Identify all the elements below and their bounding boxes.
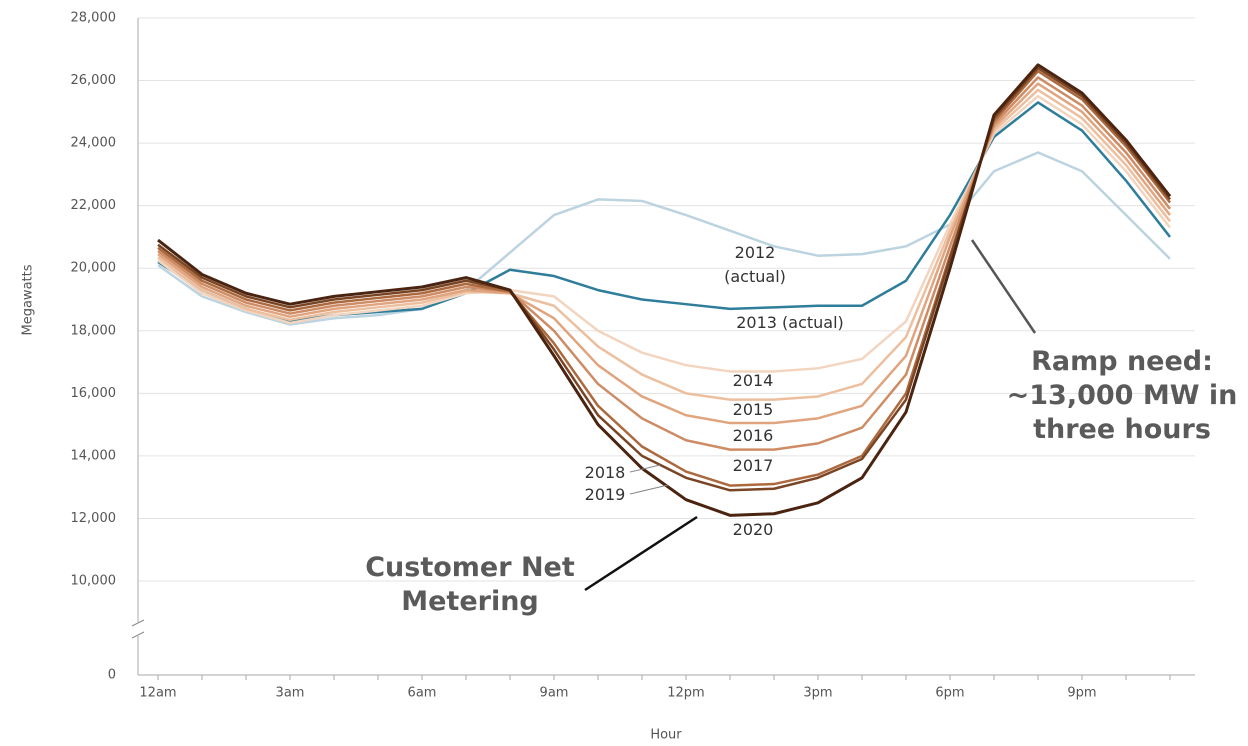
- x-tick-label: 3am: [276, 686, 305, 701]
- series-line: [157, 82, 1171, 425]
- y-tick-label: 10,000: [71, 574, 117, 589]
- y-axis-label: Megawatts: [21, 264, 36, 335]
- annotation: Customer Net Metering: [365, 552, 575, 617]
- series-label: 2017: [732, 456, 774, 475]
- series-line: [157, 63, 1172, 517]
- x-tick-label: 6am: [408, 686, 437, 701]
- series-label: 2020: [732, 520, 774, 539]
- y-tick-label: 26,000: [71, 73, 117, 88]
- series-line: [157, 101, 1171, 323]
- series-label: 2015: [732, 400, 774, 419]
- y-tick-label: 14,000: [71, 448, 117, 463]
- x-tick-label: 3pm: [803, 686, 832, 701]
- x-tick-label: 9pm: [1067, 686, 1096, 701]
- series-label: 2013 (actual): [736, 313, 844, 332]
- x-axis-label: Hour: [650, 728, 682, 743]
- y-tick-label: 22,000: [71, 198, 117, 213]
- x-tick-label: 6pm: [935, 686, 964, 701]
- series-line: [157, 66, 1171, 492]
- series-line: [157, 69, 1171, 487]
- x-tick-label: 12am: [139, 686, 176, 701]
- axis-break: [131, 619, 145, 627]
- series-line: [157, 88, 1171, 401]
- y-tick-label: 28,000: [71, 11, 117, 26]
- series-line: [157, 94, 1171, 373]
- leader-line: [629, 464, 661, 473]
- series-label: 2019: [584, 485, 626, 504]
- y-tick-label: 24,000: [71, 136, 117, 151]
- series-label: 2016: [732, 426, 774, 445]
- series-label: 2018: [584, 463, 626, 482]
- y-tick-label: 16,000: [71, 386, 117, 401]
- y-tick-label: 0: [108, 668, 116, 683]
- x-tick-label: 12pm: [667, 686, 704, 701]
- leader-line: [629, 484, 669, 495]
- y-tick-label: 18,000: [71, 323, 117, 338]
- annotation-line: [970, 239, 1037, 334]
- y-tick-label: 20,000: [71, 261, 117, 276]
- annotation: Ramp need: ~13,000 MW in three hours: [1006, 346, 1238, 445]
- series-line: [157, 76, 1171, 451]
- series-line: [157, 151, 1171, 326]
- series-label: 2014: [732, 371, 774, 390]
- axis-break: [131, 631, 145, 639]
- x-tick-label: 9am: [540, 686, 569, 701]
- y-tick-label: 12,000: [71, 511, 117, 526]
- annotation-line: [584, 515, 698, 592]
- series-label: 2012 (actual): [724, 243, 786, 286]
